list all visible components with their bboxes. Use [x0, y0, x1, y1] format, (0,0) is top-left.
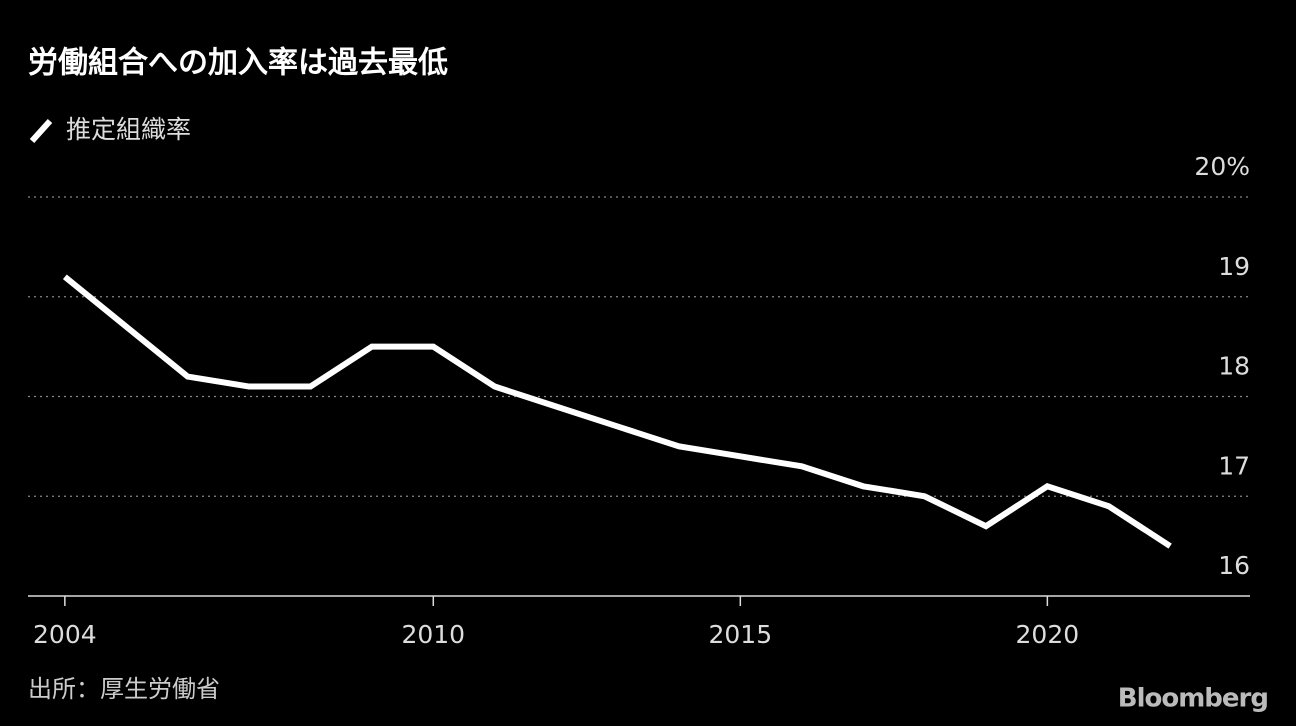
y-tick-label: 16 — [1218, 551, 1250, 580]
legend-label: 推定組織率 — [66, 115, 191, 144]
y-tick-label: 17 — [1218, 451, 1250, 480]
x-tick-label: 2010 — [401, 620, 465, 649]
x-tick-label: 2015 — [709, 620, 773, 649]
brand-logo: Bloomberg — [1118, 684, 1268, 714]
source: 出所：厚生労働省 — [28, 675, 220, 703]
y-tick-label: 20% — [1194, 152, 1250, 181]
legend-swatch — [29, 118, 53, 144]
x-tick-label: 2020 — [1016, 620, 1080, 649]
data-line — [62, 274, 1172, 549]
x-tick-label: 2004 — [33, 620, 97, 649]
chart-title: 労働組合への加入率は過去最低 — [28, 46, 448, 81]
y-tick-label: 19 — [1218, 252, 1250, 281]
y-tick-label: 18 — [1218, 352, 1250, 381]
